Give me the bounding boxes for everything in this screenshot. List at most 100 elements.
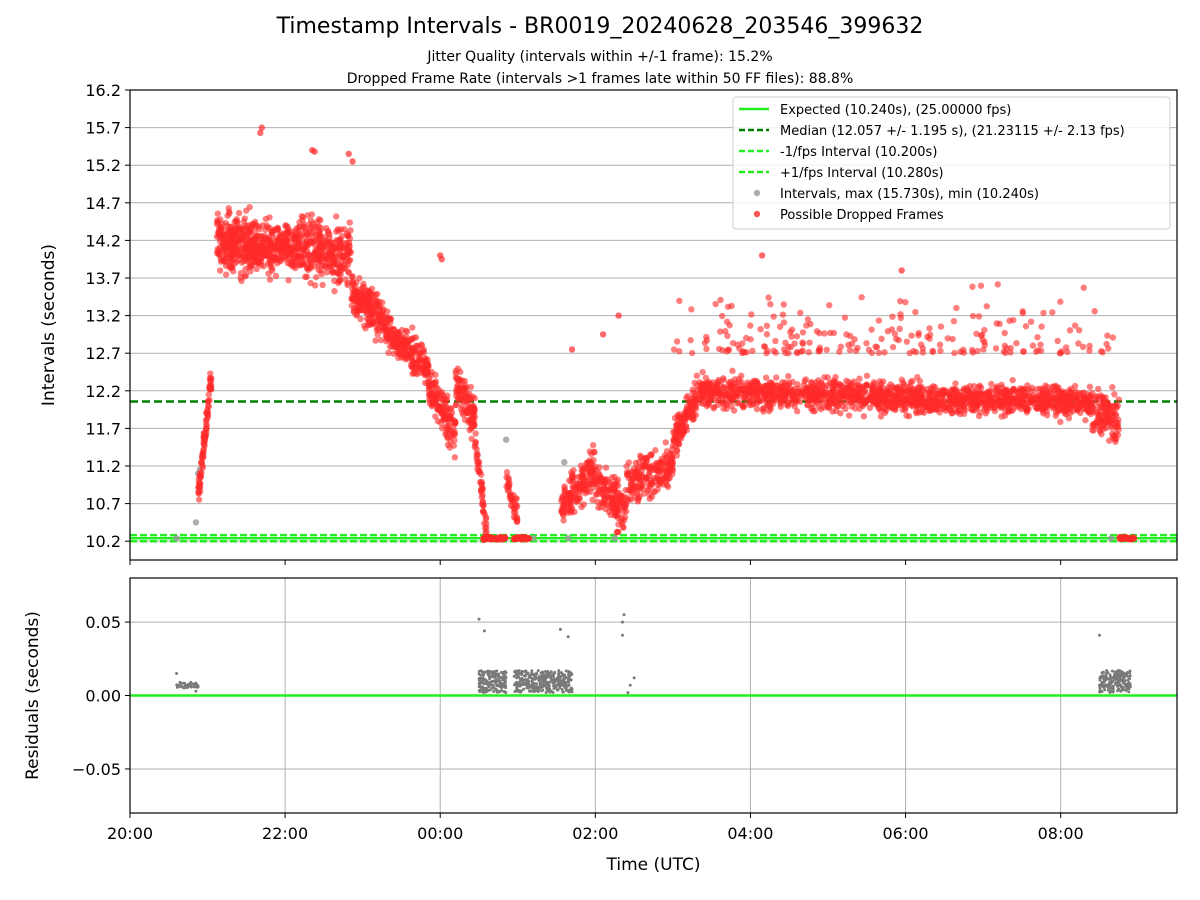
residual-point [479, 673, 483, 677]
dropped-frame-point [941, 404, 949, 411]
residual-point [486, 689, 490, 693]
dropped-frame-point [197, 474, 204, 481]
dropped-frame-point [609, 504, 616, 512]
dropped-frame-point [418, 341, 425, 348]
dropped-frame-point [1080, 398, 1087, 405]
residual-point [548, 680, 552, 684]
residual-point [477, 681, 481, 685]
dropped-frame-point [812, 379, 819, 386]
dropped-frame-point [973, 402, 980, 409]
dropped-frame-point [479, 486, 486, 494]
dropped-frame-point [1024, 407, 1031, 414]
residual-point [556, 688, 560, 692]
dropped-frame-point [300, 223, 307, 231]
dropped-frame-point [332, 243, 340, 251]
residual-point [528, 673, 532, 677]
dropped-frame-point [224, 212, 231, 219]
dropped-frame-point [1041, 398, 1048, 405]
dropped-frame-point [789, 394, 796, 401]
dropped-frame-point [983, 303, 990, 310]
dropped-frame-point [951, 349, 958, 357]
dropped-frame-point [239, 227, 247, 235]
dropped-frame-point [377, 336, 385, 344]
residual-point [562, 681, 566, 685]
dropped-frame-point [926, 325, 933, 332]
dropped-frame-point [760, 395, 767, 402]
dropped-frame-point [876, 394, 884, 401]
dropped-frame-point [860, 413, 868, 420]
legend-label: -1/fps Interval (10.200s) [780, 145, 937, 160]
dropped-frame-point [745, 381, 752, 388]
dropped-frame-point [722, 385, 730, 393]
dropped-frame-point [1001, 329, 1008, 337]
dropped-frame-point [1112, 435, 1120, 443]
dropped-frame-point [840, 384, 847, 391]
residual-point [569, 678, 573, 682]
dropped-frame-point [952, 380, 959, 387]
dropped-frame-point [411, 370, 418, 377]
dropped-frame-point [858, 294, 865, 301]
dropped-frame-point [306, 264, 313, 271]
dropped-frame-point [222, 271, 230, 278]
dropped-frame-point [675, 440, 682, 448]
residual-point [533, 675, 537, 679]
dropped-frame-point [785, 373, 792, 380]
dropped-frame-point [1117, 536, 1124, 543]
residual-point [553, 683, 557, 687]
dropped-frame-point [729, 393, 736, 401]
dropped-frame-point [895, 396, 902, 403]
dropped-frame-point [821, 374, 828, 381]
dropped-frame-point [646, 472, 653, 479]
residual-point [499, 681, 503, 685]
dropped-frame-point [834, 402, 841, 410]
residual-point [502, 670, 506, 674]
dropped-frame-point [385, 315, 392, 323]
dropped-frame-point [1086, 383, 1094, 391]
dropped-frame-point [1055, 395, 1063, 402]
dropped-frame-point [290, 248, 298, 255]
residual-point [494, 678, 498, 682]
dropped-frame-point [205, 391, 212, 398]
dropped-frame-point [285, 277, 292, 284]
dropped-frame-point [706, 380, 713, 387]
dropped-frame-point [770, 313, 777, 320]
dropped-frame-point [1079, 343, 1087, 351]
residual-point [557, 674, 561, 678]
dropped-frame-point [403, 344, 410, 351]
dropped-frame-point [229, 263, 236, 271]
dropped-frame-point [759, 405, 766, 413]
dropped-frame-point [769, 392, 776, 399]
dropped-frame-point [974, 392, 982, 400]
dropped-frame-point [349, 294, 356, 302]
dropped-frame-point [203, 420, 210, 428]
legend-label: +1/fps Interval (10.280s) [780, 166, 944, 181]
dropped-frame-point [953, 304, 960, 312]
dropped-frame-point [331, 287, 338, 295]
dropped-frame-point [361, 289, 369, 296]
dropped-frame-point [306, 240, 313, 247]
residual-point [513, 670, 517, 674]
dropped-frame-point [331, 277, 338, 285]
dropped-frame-point [804, 401, 811, 409]
dropped-frame-point [749, 347, 756, 355]
dropped-frame-point [349, 158, 356, 165]
dropped-frame-point [937, 347, 944, 355]
residual-point [549, 677, 553, 681]
dropped-frame-point [1044, 383, 1051, 391]
dropped-frame-point [629, 475, 637, 482]
dropped-frame-point [852, 347, 860, 355]
dropped-frame-point [338, 264, 346, 272]
dropped-frame-point [832, 379, 840, 386]
dropped-frame-point [368, 320, 376, 327]
dropped-frame-point [1028, 399, 1036, 406]
residual-point [515, 683, 519, 687]
dropped-frame-point [217, 225, 224, 232]
interval-point [192, 519, 200, 526]
dropped-frame-point [729, 367, 736, 375]
dropped-frame-point [654, 462, 661, 470]
dropped-frame-point [424, 356, 431, 363]
dropped-frame-point [912, 308, 919, 316]
dropped-frame-point [827, 392, 834, 400]
residual-point [530, 669, 534, 673]
